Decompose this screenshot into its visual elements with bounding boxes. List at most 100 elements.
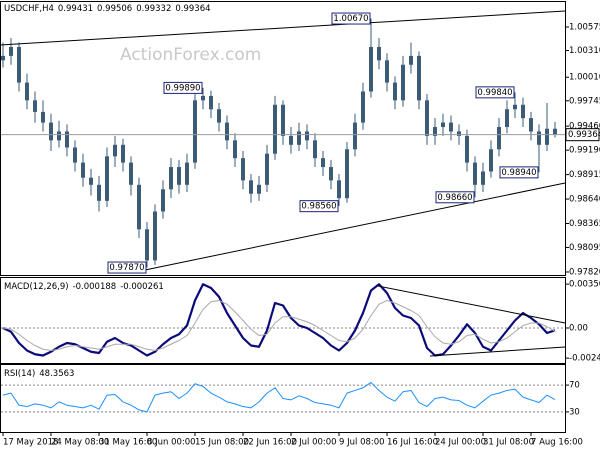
back-layer: ActionForex.com: [1, 18, 565, 413]
support-trendline: [144, 182, 566, 271]
x-tick-label: 7 Aug 16:00: [531, 438, 583, 448]
candle-body: [193, 100, 197, 163]
panel-header: RSI(14) 48.3563: [4, 369, 74, 379]
candle-body: [433, 127, 437, 136]
y-tick-label: 70: [569, 381, 580, 391]
candle-body: [217, 109, 221, 123]
y-tick-label: 1.00310: [569, 46, 600, 56]
panel-header: MACD(12,26,9) -0.000188 -0.000261: [4, 282, 164, 292]
y-tick-label: 0.98365: [569, 219, 600, 229]
price-annotation-label: 0.97870: [109, 263, 144, 273]
candle-body: [25, 82, 29, 101]
panel-title: USDCHF,H4: [4, 4, 54, 14]
x-tick-label: 9 Jul 08:00: [339, 438, 385, 448]
series-line: [2, 300, 556, 351]
candle-body: [489, 149, 493, 172]
candle-body: [161, 189, 165, 212]
candle-body: [377, 46, 381, 61]
candle-body: [361, 91, 365, 123]
candle-body: [521, 104, 525, 119]
candle-body: [265, 153, 269, 185]
candle-body: [257, 184, 261, 194]
candle-body: [481, 171, 485, 185]
candle-body: [337, 180, 341, 199]
price-annotation-box: [163, 81, 203, 94]
header-value: 0.99506: [97, 4, 132, 14]
candle-body: [457, 131, 461, 136]
x-tick-label: 16 Jul 16:00: [387, 438, 438, 448]
candle-body: [297, 131, 301, 145]
header-value: -0.000188: [73, 282, 117, 292]
candle-body: [313, 140, 317, 159]
watermark: ActionForex.com: [120, 45, 261, 65]
y-tick-label: 0.98915: [569, 170, 600, 180]
candle-body: [449, 122, 453, 132]
candle-body: [529, 118, 533, 132]
candle-body: [241, 158, 245, 181]
y-tick-label: 30: [569, 407, 580, 417]
candle-body: [513, 104, 517, 110]
price-annotation-box: [299, 200, 339, 213]
candle-body: [89, 177, 93, 185]
candle-body: [1, 55, 5, 61]
price-annotation-box: [435, 191, 475, 204]
x-tick-label: 15 Jun 08:00: [195, 438, 249, 448]
candle-body: [505, 109, 509, 128]
header-value: -0.000261: [120, 282, 164, 292]
candle-body: [345, 149, 349, 199]
candle-body: [65, 131, 69, 148]
candle-body: [305, 131, 309, 141]
candle-body: [465, 135, 469, 163]
price-annotation-box: [331, 12, 371, 25]
candle-body: [497, 127, 501, 150]
candle-body: [169, 167, 173, 190]
y-tick-label: 0.003509: [569, 280, 600, 290]
x-tick-label: 31 Jul 08:00: [483, 438, 534, 448]
macd-upper-trendline: [377, 285, 566, 324]
candle-body: [273, 104, 277, 154]
x-tick-label: 17 May 2018: [3, 438, 58, 448]
candle-body: [153, 211, 157, 261]
candle-body: [33, 100, 37, 112]
candle-body: [537, 131, 541, 145]
candle-body: [553, 128, 557, 135]
series-line: [2, 283, 556, 357]
candle-body: [425, 100, 429, 136]
x-tick-label: 22 Jun 16:00: [243, 438, 297, 448]
candle-body: [209, 95, 213, 110]
candle-body: [81, 162, 85, 178]
y-tick-label: 0.99745: [569, 96, 600, 106]
candle-body: [49, 122, 53, 141]
candle-body: [417, 55, 421, 101]
price-annotation-label: 0.98940: [501, 168, 536, 178]
candle-body: [129, 162, 133, 185]
header-value: 0.99364: [175, 4, 210, 14]
current-price-label: 0.99364: [568, 130, 600, 140]
candle-body: [393, 82, 397, 101]
candle-body: [9, 46, 13, 56]
candle-body: [321, 158, 325, 168]
candle-body: [97, 184, 101, 201]
candle-body: [545, 128, 549, 145]
candle-body: [233, 140, 237, 159]
candle-body: [409, 55, 413, 65]
current-price-box: [565, 128, 600, 142]
candle-body: [41, 111, 45, 123]
x-tick-label: 8 Jun 00:00: [147, 438, 196, 448]
x-tick-label: 31 May 16:00: [99, 438, 157, 448]
y-tick-label: 1.00575: [569, 22, 600, 32]
candle-body: [401, 64, 405, 101]
candle-body: [289, 135, 293, 145]
header-value: 48.3563: [39, 369, 74, 379]
header-value: 0.99431: [58, 4, 93, 14]
y-tick-label: 0.00: [569, 324, 588, 334]
panel-header: USDCHF,H4 0.99431 0.99506 0.99332 0.99364: [4, 4, 211, 14]
candle-body: [201, 95, 205, 101]
y-tick-label: 0.97820: [569, 267, 600, 277]
